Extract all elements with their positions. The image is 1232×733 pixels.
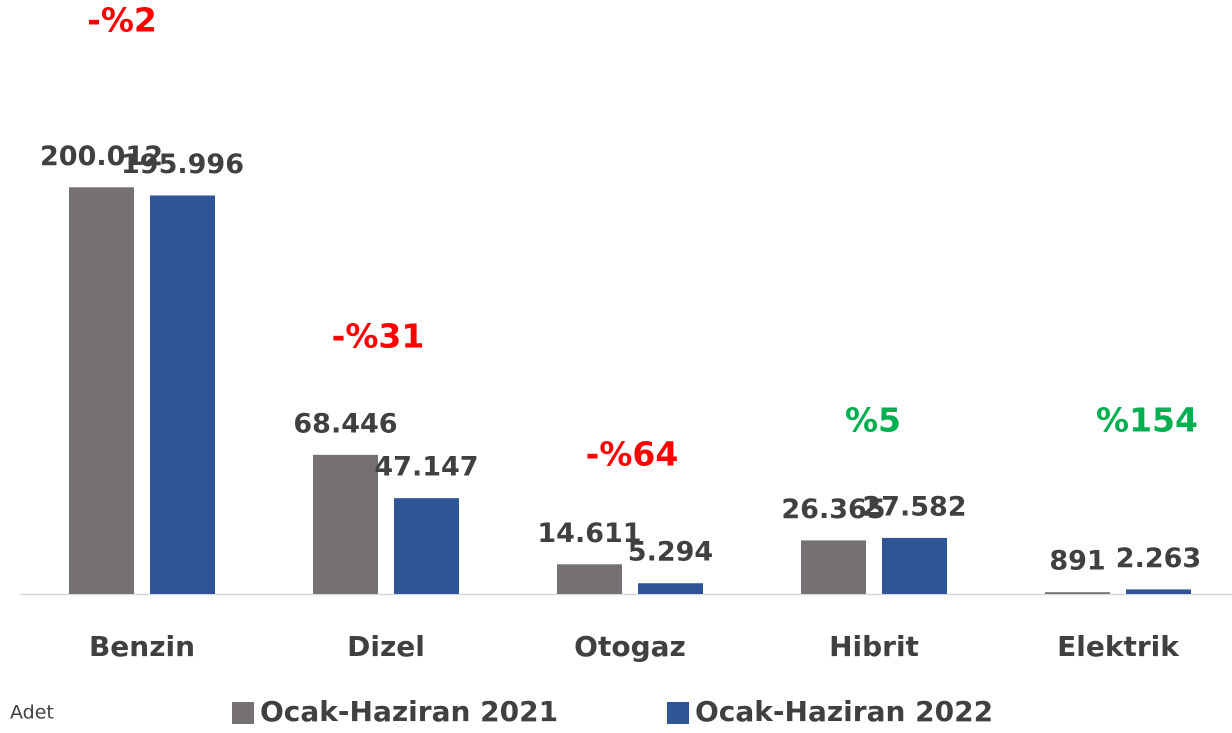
bar — [394, 498, 459, 594]
x-tick-label: Hibrit — [829, 630, 919, 663]
x-tick-label: Dizel — [347, 630, 425, 663]
unit-label: Adet — [10, 702, 54, 724]
value-label: 68.446 — [293, 408, 397, 439]
value-label: 891 — [1049, 546, 1105, 577]
bar — [801, 540, 866, 594]
bar — [557, 564, 622, 594]
value-label: 26.365 — [781, 494, 885, 525]
value-label: 195.996 — [121, 149, 244, 180]
annotation: -%31 — [332, 317, 425, 356]
annotation: %154 — [1096, 401, 1198, 440]
value-label: 200.012 — [40, 141, 163, 172]
x-tick-label: Elektrik — [1057, 630, 1180, 663]
bar — [69, 187, 134, 594]
bar — [150, 195, 215, 594]
value-label: 14.611 — [537, 518, 641, 549]
bar — [638, 583, 703, 594]
legend-swatch — [232, 702, 254, 724]
value-label: 5.294 — [628, 537, 713, 568]
bar — [882, 537, 947, 594]
legend-label: Ocak-Haziran 2021 — [260, 695, 558, 728]
value-label: 27.582 — [862, 491, 966, 522]
value-label: 2.263 — [1116, 543, 1201, 574]
value-label: 47.147 — [374, 452, 478, 483]
bar — [313, 454, 378, 594]
x-tick-label: Otogaz — [574, 630, 686, 663]
bar — [1045, 592, 1110, 594]
x-tick-label: Benzin — [89, 630, 195, 663]
legend-label: Ocak-Haziran 2022 — [695, 695, 993, 728]
annotation: -%2 — [87, 1, 157, 40]
annotation: -%64 — [586, 435, 679, 474]
annotation: %5 — [845, 401, 901, 440]
bar — [1126, 589, 1191, 594]
legend-swatch — [667, 702, 689, 724]
